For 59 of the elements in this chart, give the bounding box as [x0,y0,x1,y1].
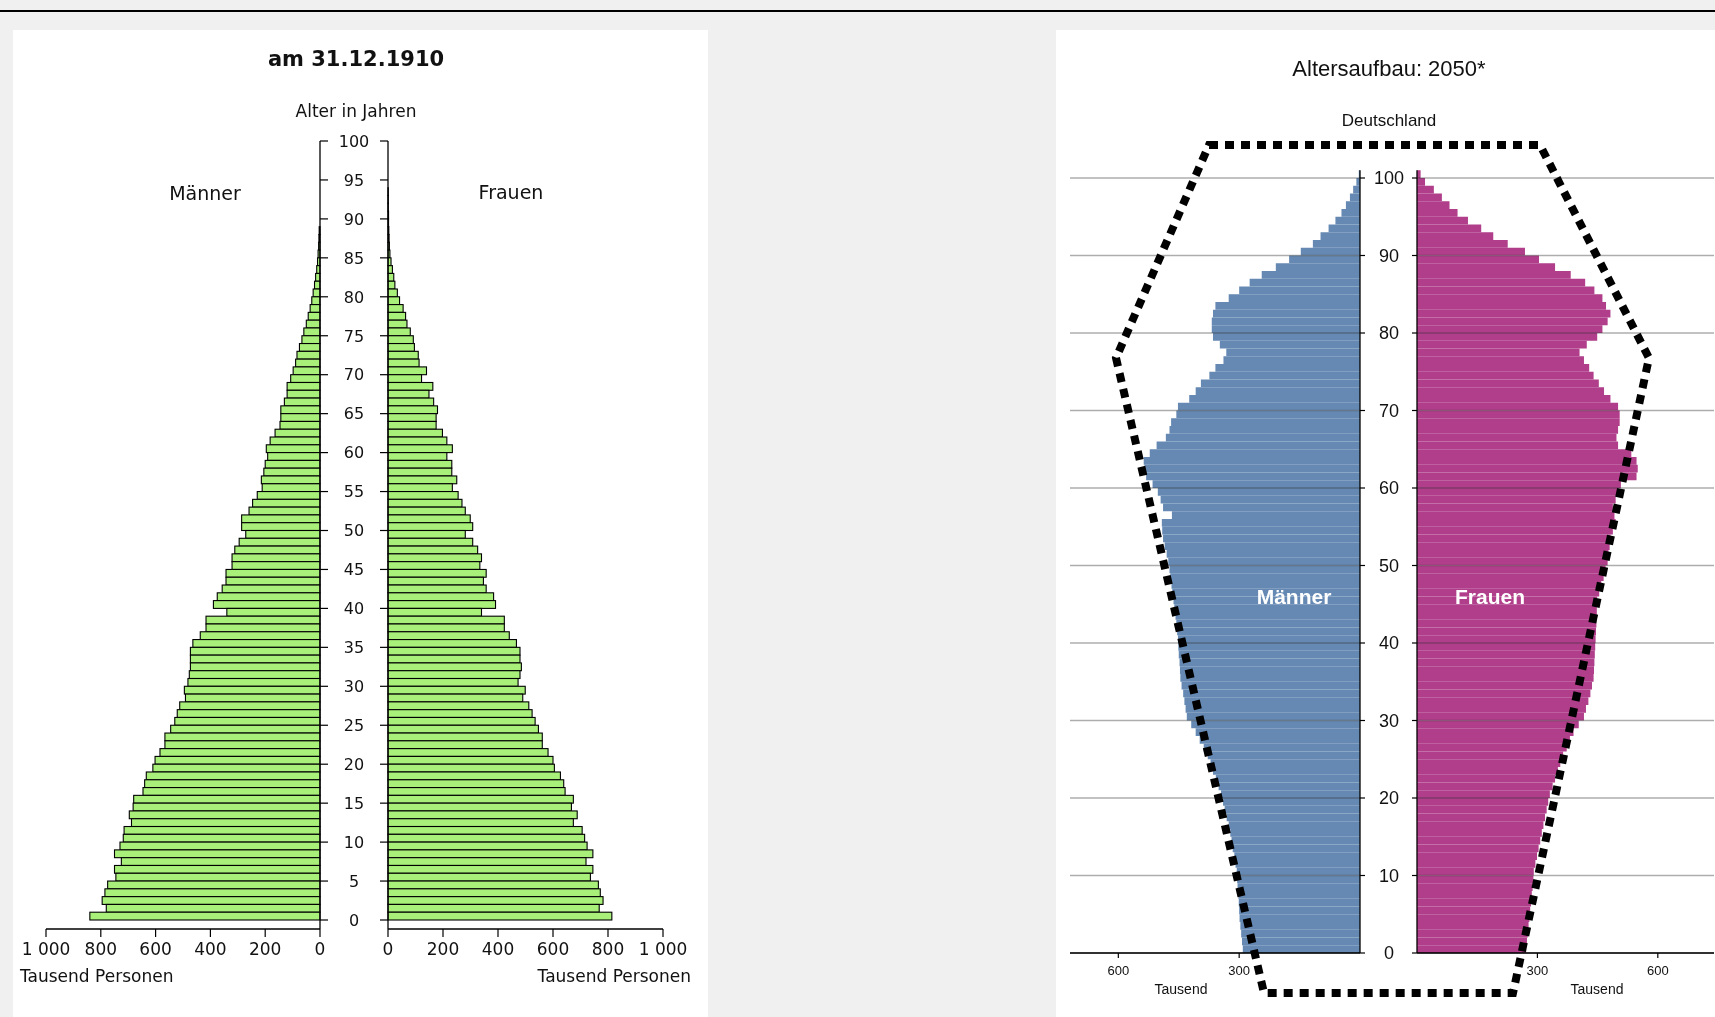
chart-title: am 31.12.1910 [267,47,445,71]
y-tick-label: 50 [343,521,365,541]
y-tick-label: 25 [343,716,365,736]
y-tick-label: 5 [348,871,360,891]
y-tick-label: 20 [343,754,365,774]
x-tick-label: 300 [1228,963,1251,978]
x-axis-title: Tausend Personen [536,966,691,986]
y-tick-label: 15 [343,793,365,813]
x-tick-label: 1 000 [638,939,688,959]
x-axis-title: Tausend [1154,981,1208,997]
y-tick-label: 90 [343,209,365,229]
series-label: Männer [1256,585,1332,608]
x-tick-label: 200 [426,939,460,959]
y-axis-title: Alter in Jahren [295,101,417,121]
y-tick-label: 20 [1378,788,1400,809]
chart-subtitle: Deutschland [1341,111,1437,130]
series-label: Frauen [1454,585,1526,608]
x-tick-label: 0 [382,939,394,959]
y-tick-label: 95 [343,170,365,190]
y-tick-label: 10 [1378,865,1400,886]
y-tick-label: 90 [1378,245,1400,266]
y-tick-label: 10 [343,832,365,852]
x-tick-label: 600 [536,939,570,959]
y-tick-label: 80 [1378,323,1400,344]
y-tick-label: 30 [1378,710,1400,731]
y-tick-label: 80 [343,287,365,307]
y-tick-label: 55 [343,482,365,502]
y-tick-label: 45 [343,560,365,580]
x-tick-label: 800 [84,939,118,959]
x-tick-label: 400 [194,939,227,959]
y-tick-label: 50 [1378,555,1400,576]
y-tick-label: 100 [1373,168,1405,189]
x-tick-label: 600 [1646,963,1669,978]
x-axis-title: Tausend [1570,981,1624,997]
x-tick-label: 200 [248,939,282,959]
x-tick-label: 800 [591,939,625,959]
y-tick-label: 65 [343,404,365,424]
y-tick-label: 40 [1378,633,1400,654]
y-tick-label: 60 [1378,478,1400,499]
y-tick-label: 35 [343,638,365,658]
chart-title: Altersaufbau: 2050* [1292,56,1487,81]
text: Männer [169,182,241,204]
x-tick-label: 600 [1107,963,1130,978]
x-tick-label: 400 [481,939,515,959]
x-tick-label: 300 [1526,963,1549,978]
y-tick-label: 60 [343,443,365,463]
y-tick-label: 40 [343,599,365,619]
y-tick-label: 30 [343,677,365,697]
y-tick-label: 70 [343,365,365,385]
x-tick-label: 1 000 [21,939,71,959]
y-tick-label: 70 [1378,400,1400,421]
text: Frauen [478,181,544,203]
x-axis-title: Tausend Personen [19,966,174,986]
y-tick-label: 85 [343,248,365,268]
y-tick-label: 100 [338,131,370,151]
x-tick-label: 0 [314,939,326,959]
x-tick-label: 600 [139,939,172,959]
y-tick-label: 0 [348,910,360,930]
y-tick-label: 75 [343,326,365,346]
